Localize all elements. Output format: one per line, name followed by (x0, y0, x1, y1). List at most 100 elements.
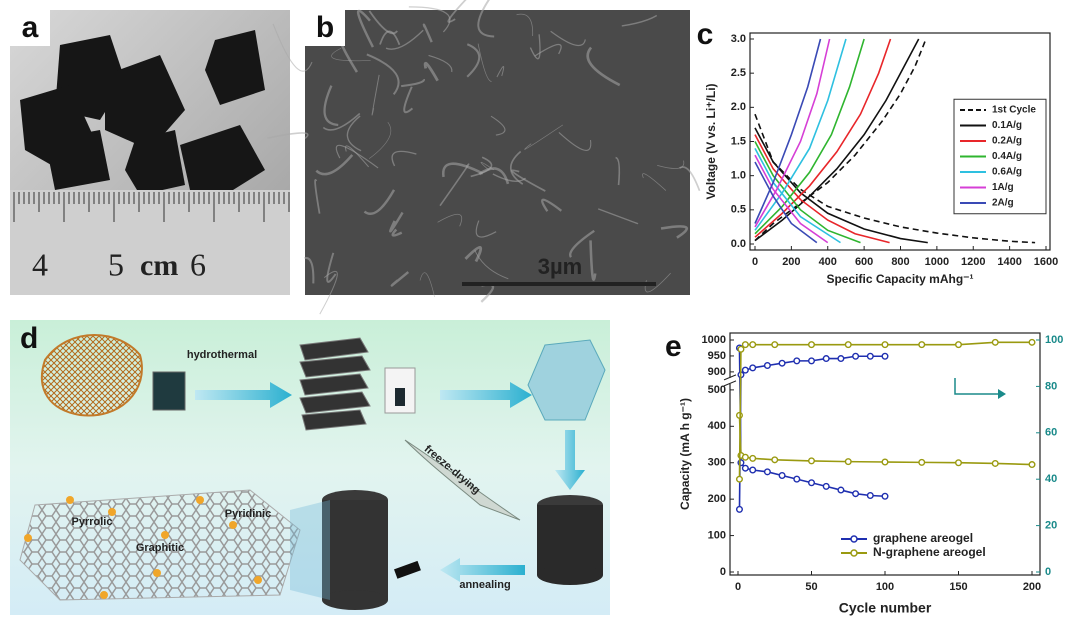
legend-label: N-graphene areogel (873, 545, 986, 559)
x-tick-label: 0 (752, 256, 758, 268)
data-point (956, 460, 962, 466)
data-point (750, 365, 756, 371)
site-label: Graphitic (136, 542, 184, 554)
hydrogel (395, 388, 405, 406)
x-tick-label: 1400 (997, 256, 1021, 268)
data-line (739, 356, 885, 509)
data-point (809, 358, 815, 364)
data-point (750, 467, 756, 473)
data-point (823, 484, 829, 490)
data-point (882, 459, 888, 465)
legend-label: 1st Cycle (992, 105, 1036, 116)
data-point (838, 356, 844, 362)
data-point (868, 493, 874, 499)
y-tick-label: 950 (708, 350, 726, 362)
legend-label: 2A/g (992, 198, 1014, 209)
data-point (779, 360, 785, 366)
panel-label: a (22, 11, 39, 44)
step-label: annealing (459, 579, 510, 591)
panel-d: hydrothermal freeze-drying annealing Pyr… (10, 320, 610, 615)
data-point (809, 342, 815, 348)
data-point (992, 340, 998, 346)
y-tick-label: 100 (708, 529, 726, 541)
y-tick-label: 1.5 (731, 135, 746, 147)
x-tick-label: 50 (805, 581, 817, 593)
figure: 4 5 cm 6 a 3µm b c (0, 0, 1067, 619)
data-point (919, 460, 925, 466)
data-point (772, 342, 778, 348)
data-point (743, 342, 749, 348)
data-line (755, 39, 864, 234)
stacked-sheets (300, 338, 370, 430)
ng-aerogel-bottom (322, 590, 388, 610)
panel-label: b (316, 11, 334, 44)
y2-tick-label: 100 (1045, 334, 1063, 346)
legend-label: 0.1A/g (992, 120, 1022, 131)
panel-label: c (697, 18, 714, 51)
annotation-arrowhead (998, 389, 1006, 399)
data-point (809, 480, 815, 486)
data-point (1029, 462, 1035, 468)
scale-bar-label: 3µm (538, 254, 582, 279)
y-tick-label: 2.0 (731, 101, 746, 113)
y-tick-label: 2.5 (731, 67, 746, 79)
data-point (743, 454, 749, 460)
site-label: Pyridinic (225, 508, 271, 520)
data-point (868, 353, 874, 359)
x-axis-label: Specific Capacity mAhg⁻¹ (826, 272, 973, 286)
legend-label: 1A/g (992, 182, 1014, 193)
ruler-label: 5 (108, 246, 124, 282)
data-point (823, 356, 829, 362)
data-point (809, 458, 815, 464)
annotation-arrow (955, 378, 998, 394)
x-tick-label: 1000 (925, 256, 949, 268)
data-point (765, 363, 771, 369)
x-tick-label: 1600 (1034, 256, 1058, 268)
x-axis-label: Cycle number (839, 600, 932, 616)
x-tick-label: 800 (891, 256, 909, 268)
data-point (845, 342, 851, 348)
data-point (737, 507, 743, 513)
panel-label: e (665, 330, 682, 363)
data-point (794, 358, 800, 364)
y2-tick-label: 40 (1045, 473, 1057, 485)
panel-label: d (20, 322, 38, 355)
y-tick-label: 300 (708, 457, 726, 469)
y2-tick-label: 80 (1045, 380, 1057, 392)
legend-label: 0.2A/g (992, 136, 1022, 147)
y-tick-label: 0 (720, 566, 726, 578)
x-tick-label: 200 (1023, 581, 1041, 593)
x-tick-label: 600 (855, 256, 873, 268)
ruler-unit: cm (140, 249, 178, 282)
data-line (739, 415, 1032, 464)
y-tick-label: 400 (708, 420, 726, 432)
data-point (853, 491, 859, 497)
legend-marker (851, 536, 857, 542)
x-tick-label: 100 (876, 581, 894, 593)
data-point (743, 367, 749, 373)
data-point (750, 456, 756, 462)
data-point (765, 469, 771, 475)
legend-label: 0.4A/g (992, 151, 1022, 162)
data-line (739, 348, 885, 496)
y-tick-label: 900 (708, 366, 726, 378)
x-tick-label: 0 (735, 581, 741, 593)
data-point (750, 342, 756, 348)
y-tick-label: 500 (708, 384, 726, 396)
x-tick-label: 400 (819, 256, 837, 268)
legend-label: graphene areogel (873, 531, 973, 545)
data-point (772, 457, 778, 463)
panel-a: 4 5 cm 6 a (10, 10, 290, 295)
y-axis-label: Voltage (V vs. Li⁺/Li) (704, 83, 718, 199)
data-point (743, 465, 749, 471)
ruler-label: 6 (190, 246, 206, 282)
y2-tick-label: 20 (1045, 520, 1057, 532)
data-point (882, 342, 888, 348)
zoom-cone (290, 500, 330, 600)
sem-image (305, 10, 690, 295)
data-point (794, 476, 800, 482)
y-tick-label: 0.0 (731, 238, 746, 250)
y-tick-label: 1.0 (731, 170, 746, 182)
aerogel-bottom (537, 565, 603, 585)
x-tick-label: 200 (782, 256, 800, 268)
